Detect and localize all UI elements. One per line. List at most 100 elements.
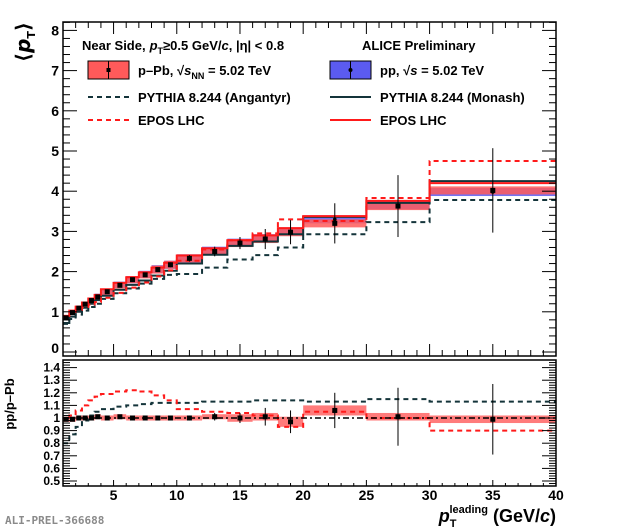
ratio-data-point bbox=[130, 415, 136, 421]
legend-pp-root: √ bbox=[403, 63, 411, 78]
header-c: c bbox=[222, 38, 230, 53]
header-rest: ≥0.5 GeV/ bbox=[163, 38, 222, 53]
ratio-data-point bbox=[117, 414, 123, 420]
ratio-y-tick-label: 0.5 bbox=[43, 474, 60, 488]
ratio-data-point bbox=[490, 416, 496, 422]
pp-data-point bbox=[288, 229, 293, 234]
legend-pp-tail: = 5.02 TeV bbox=[417, 63, 484, 78]
ratio-data-point bbox=[95, 414, 101, 420]
main-panel-marks bbox=[63, 148, 556, 325]
ratio-data-point bbox=[155, 415, 161, 421]
pp-data-point bbox=[64, 315, 68, 320]
ratio-epos-line bbox=[63, 389, 556, 432]
x-tick-label: 20 bbox=[295, 487, 311, 503]
ratio-data-point bbox=[395, 414, 401, 420]
main-y-tick-label: 7 bbox=[51, 63, 59, 79]
ratio-y-tick-label: 0.9 bbox=[43, 424, 60, 438]
ratio-y-tick-label: 1.4 bbox=[43, 361, 60, 375]
legend-pp-main: pp, bbox=[380, 63, 403, 78]
legend-entry-ppb: p–Pb, √sNN = 5.02 TeV bbox=[87, 60, 271, 81]
ratio-y-tick-label: 0.6 bbox=[43, 461, 60, 475]
main-y-axis-label-part: T bbox=[25, 31, 38, 39]
ratio-data-point bbox=[82, 415, 88, 421]
main-y-axis-label-part: ⟨ bbox=[11, 53, 35, 62]
x-tick-label: 30 bbox=[422, 487, 438, 503]
x-tick-label: 35 bbox=[485, 487, 501, 503]
pp-data-point bbox=[263, 236, 268, 241]
main-y-tick-label: 2 bbox=[51, 264, 59, 280]
pp-data-point bbox=[83, 302, 87, 306]
pp-data-point bbox=[212, 248, 217, 253]
ratio-data-point bbox=[332, 407, 338, 413]
legend-ppb-s: s bbox=[184, 63, 191, 78]
x-tick-label: 10 bbox=[169, 487, 185, 503]
main-panel-frame bbox=[62, 21, 557, 357]
legend-ppb-root: √ bbox=[177, 63, 185, 78]
pp-data-point bbox=[168, 262, 173, 267]
x-axis-label: pTleading (GeV/c) bbox=[438, 504, 556, 530]
pp-data-point bbox=[77, 306, 81, 310]
legend-label-epos-dashed: EPOS LHC bbox=[138, 113, 205, 128]
pp-data-point bbox=[490, 190, 495, 194]
preliminary-id: ALI-PREL-366688 bbox=[5, 514, 104, 527]
x-tick-label: 5 bbox=[110, 487, 118, 503]
legend-label-angantyr: PYTHIA 8.244 (Angantyr) bbox=[138, 90, 291, 105]
x-label-close: ) bbox=[550, 506, 556, 526]
ratio-data-point bbox=[212, 414, 218, 420]
x-label-unit: (GeV/ bbox=[488, 506, 540, 526]
main-y-axis-label: ⟨pT⟩ bbox=[11, 22, 38, 62]
legend-label-monash: PYTHIA 8.244 (Monash) bbox=[380, 90, 525, 105]
pp-data-point bbox=[105, 289, 110, 294]
epos-solid-line bbox=[63, 182, 556, 317]
x-tick-label: 40 bbox=[548, 487, 564, 503]
main-y-tick-label: 6 bbox=[51, 103, 59, 119]
pp-data-point bbox=[89, 298, 94, 303]
pp-data-point bbox=[238, 240, 242, 245]
main-y-tick-label: 1 bbox=[51, 304, 59, 320]
ratio-data-point bbox=[167, 415, 173, 421]
legend-pp-s: s bbox=[410, 63, 417, 78]
x-tick-label: 15 bbox=[232, 487, 248, 503]
legend-entry-pp: pp, √s = 5.02 TeV bbox=[329, 60, 484, 80]
legend: p–Pb, √sNN = 5.02 TeV pp, √s = 5.02 TeV … bbox=[87, 60, 525, 128]
legend-entry-epos-solid: EPOS LHC bbox=[330, 113, 447, 128]
pp-data-point bbox=[118, 283, 122, 287]
legend-label-ppb: p–Pb, √sNN = 5.02 TeV bbox=[138, 63, 271, 81]
main-y-tick-label: 3 bbox=[51, 223, 59, 239]
ratio-y-tick-label: 0.8 bbox=[43, 436, 60, 450]
header-prefix: Near Side, bbox=[82, 38, 146, 53]
ratio-data-point bbox=[186, 415, 192, 421]
header-pt-sub: T bbox=[158, 46, 164, 56]
main-y-tick-label: 5 bbox=[51, 143, 59, 159]
main-y-axis-label-part: p bbox=[11, 39, 35, 54]
ratio-data-point bbox=[88, 415, 94, 421]
monash-line bbox=[63, 180, 556, 325]
ratio-data-point bbox=[288, 419, 294, 425]
ratio-y-tick-label: 1.1 bbox=[43, 398, 60, 412]
legend-entry-monash: PYTHIA 8.244 (Monash) bbox=[330, 90, 525, 105]
main-y-tick-label: 4 bbox=[51, 183, 59, 199]
main-y-axis-label-part: ⟩ bbox=[11, 22, 35, 31]
pp-data-point bbox=[396, 203, 400, 208]
pp-data-point bbox=[95, 294, 100, 299]
ratio-y-tick-label: 1.2 bbox=[43, 386, 60, 400]
pp-data-point bbox=[156, 267, 160, 271]
ratio-data-point bbox=[237, 415, 243, 421]
x-label-c: c bbox=[540, 506, 550, 526]
experiment-label: ALICE Preliminary bbox=[362, 38, 476, 53]
ratio-y-tick-label: 1.3 bbox=[43, 373, 60, 387]
selection-header: Near Side, pT≥0.5 GeV/c, |η| < 0.8 bbox=[82, 38, 284, 56]
legend-ppb-tail: = 5.02 TeV bbox=[204, 63, 271, 78]
header-pt: p bbox=[149, 38, 158, 53]
legend-ppb-main: p–Pb, bbox=[138, 63, 177, 78]
legend-marker-ppb bbox=[106, 68, 111, 72]
ratio-data-point bbox=[104, 415, 110, 421]
x-label-sup: leading bbox=[449, 504, 488, 516]
main-y-tick-label: 8 bbox=[51, 22, 59, 38]
ratio-panel-marks bbox=[63, 383, 556, 455]
legend-label-pp: pp, √s = 5.02 TeV bbox=[380, 63, 484, 78]
x-label-sub: T bbox=[450, 518, 457, 530]
legend-marker-pp bbox=[348, 68, 353, 72]
ratio-y-tick-label: 1 bbox=[53, 411, 60, 425]
